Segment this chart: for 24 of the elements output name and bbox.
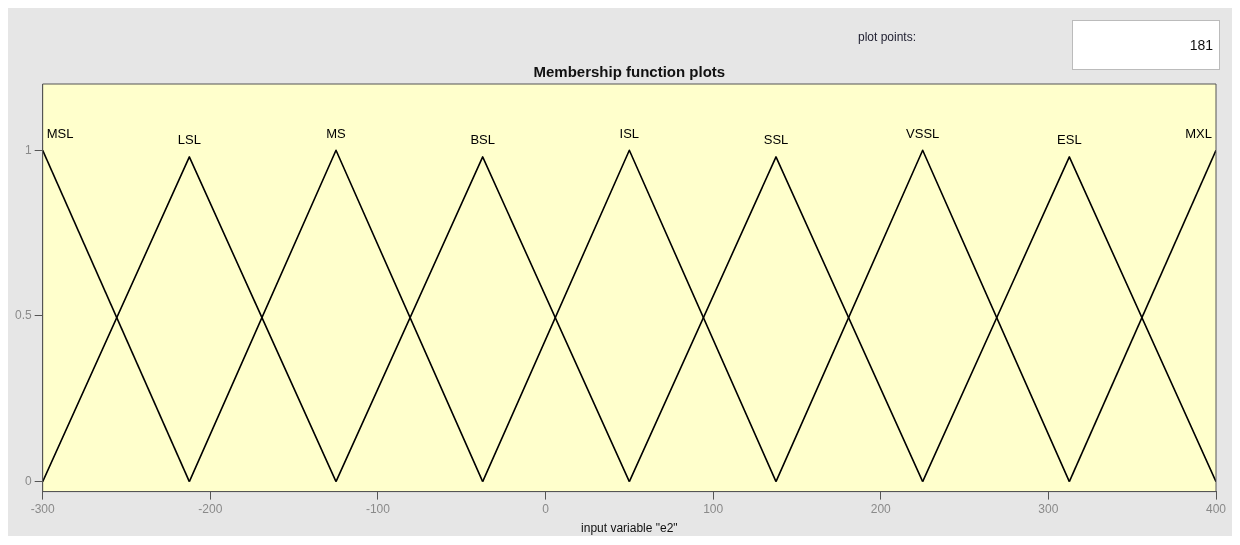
series-label: SSL (763, 132, 789, 148)
series-label: ISL (619, 125, 640, 141)
y-tick-label: 1 (24, 142, 32, 157)
series-label: VSSL (906, 125, 940, 141)
chart-title: Membership function plots (533, 62, 726, 80)
series-label: BSL (470, 132, 495, 148)
series-label: MXL (1185, 125, 1212, 141)
y-tick-label: 0.5 (14, 308, 32, 323)
series-label: MS (326, 125, 347, 141)
series-label: ESL (1057, 132, 1082, 148)
series-label: LSL (177, 132, 201, 148)
series-label: MSL (46, 125, 74, 141)
x-axis-title: input variable "e2" (581, 521, 678, 536)
y-tick-label: 0 (24, 473, 32, 488)
x-tick-label: -100 (365, 502, 391, 517)
x-tick-label: 0 (542, 502, 550, 517)
x-tick-label: 400 (1205, 502, 1227, 517)
text: plot points: (858, 30, 917, 44)
x-tick-label: 200 (870, 502, 892, 517)
x-tick-label: -300 (30, 502, 56, 517)
x-tick-label: 300 (1038, 502, 1059, 517)
x-tick-label: -200 (198, 502, 223, 517)
x-tick-label: 100 (703, 502, 724, 517)
text-field: 181 (1072, 20, 1220, 70)
